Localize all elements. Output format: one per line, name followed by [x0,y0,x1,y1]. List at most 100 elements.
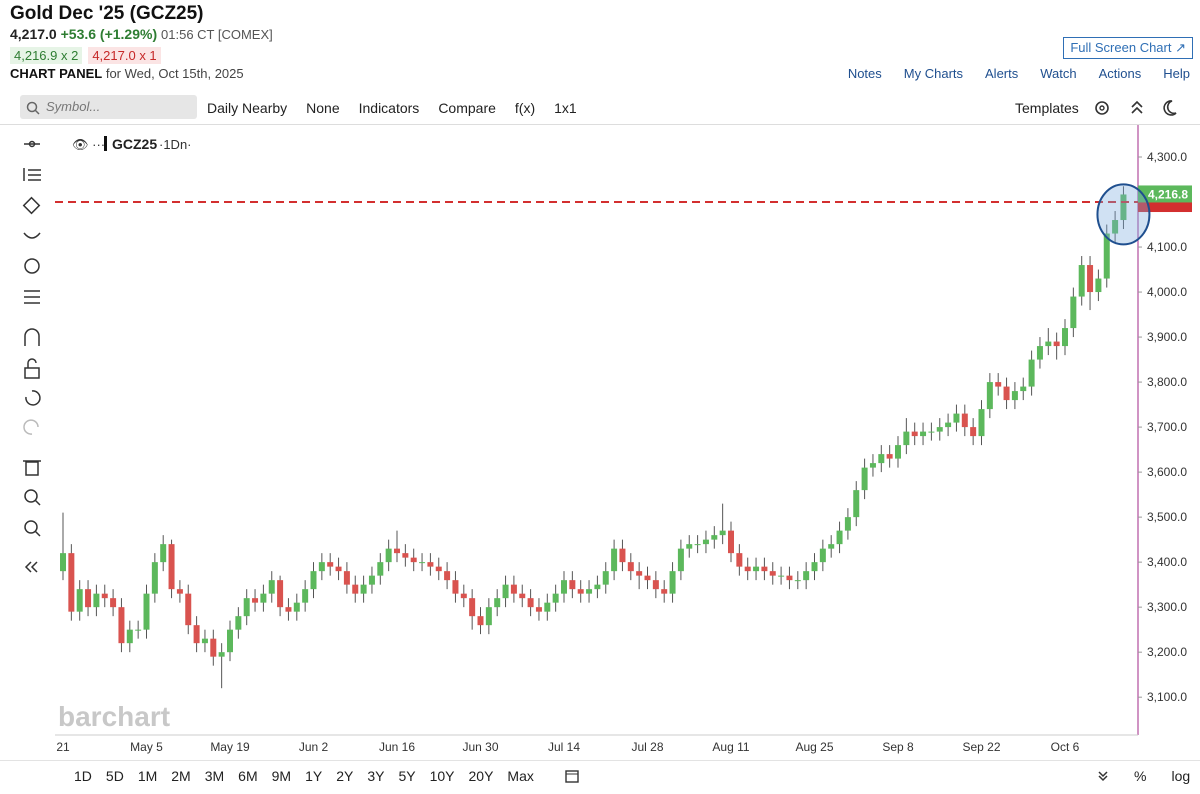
full-screen-button[interactable]: Full Screen Chart ↗ [1063,37,1193,59]
scale-option[interactable]: % [1134,768,1147,784]
candle-body [143,593,150,630]
last-price-label: 4,216.8 [1148,187,1188,201]
collapse-icon[interactable] [1097,770,1109,782]
toolbar-item[interactable]: Daily Nearby [207,100,288,116]
period-button[interactable]: 3Y [367,768,385,784]
candle-body [978,409,985,437]
candle-body [569,580,576,590]
templates-button[interactable]: Templates [1015,100,1079,116]
candle-body [260,593,267,603]
legend-marker [104,136,107,151]
candle-body [201,638,208,644]
candle-body [293,602,300,612]
candle-body [586,589,593,594]
period-button[interactable]: 1M [137,768,158,784]
toolbar-item[interactable]: Compare [438,100,496,116]
full-screen-label[interactable]: Full Screen Chart [1070,40,1172,55]
candle-body [736,553,743,567]
candle-body [728,530,734,554]
candle-body [552,593,559,603]
candle-body [302,589,309,603]
candle-body [1036,346,1043,360]
candle-body [235,616,242,630]
x-tick-label: Oct 6 [1051,740,1080,754]
candle-body [1112,220,1119,234]
candle-body [444,571,451,581]
toolbar-item[interactable]: Indicators [358,100,420,116]
toolbar-item[interactable]: 1x1 [554,100,577,116]
header-link[interactable]: My Charts [903,66,964,81]
candle-body [68,553,75,612]
candle-body [494,598,501,608]
period-button[interactable]: Max [507,768,534,784]
candle-body [519,593,526,599]
candle-body [410,557,417,563]
candle-body [636,571,643,576]
header-link[interactable]: Watch [1040,66,1077,81]
candle-body [252,598,259,603]
legend-eye: 👁 ··· [72,137,105,152]
candle-body [1028,359,1035,387]
scale-options: % log [1134,768,1190,784]
header-link[interactable]: Help [1163,66,1190,81]
candle-body [602,571,609,585]
period-button[interactable]: 1Y [305,768,323,784]
candle-body [1045,341,1052,347]
y-tick-label: 3,800.0 [1147,375,1187,389]
candle-body [1078,265,1085,297]
toolbar-item[interactable]: f(x) [514,100,536,116]
candle-body [360,584,367,594]
period-button[interactable]: 3M [204,768,225,784]
header-link[interactable]: Actions [1098,66,1142,81]
candle-body [193,625,200,644]
period-button[interactable]: 10Y [429,768,455,784]
candle-body [669,571,676,594]
candle-body [151,562,158,594]
period-button[interactable]: 2Y [336,768,354,784]
last-price-tag [1138,185,1192,203]
candle-body [869,463,876,468]
candle-body [277,580,284,608]
candle-body [886,454,893,459]
period-button[interactable]: 1D [74,768,92,784]
header-link[interactable]: Notes [847,66,882,81]
calendar-icon[interactable] [564,768,580,784]
header-link[interactable]: Alerts [985,66,1019,81]
candle-body [377,562,384,576]
y-tick-label: 3,700.0 [1147,420,1187,434]
candle-body [168,544,175,590]
period-button[interactable]: 9M [271,768,292,784]
candle-body [185,593,192,626]
toolbar-item[interactable]: None [306,100,340,116]
candle-body [611,548,618,572]
symbol-search[interactable]: Symbol... [20,95,197,119]
scale-option[interactable]: log [1171,768,1191,784]
candle-body [1087,265,1094,293]
candle-body [176,589,183,594]
period-button[interactable]: 5Y [398,768,416,784]
candle-body [1011,391,1018,401]
highlight-circle [1096,183,1151,246]
candle-body [452,580,459,594]
period-button[interactable]: 2M [171,768,191,784]
candle-body [686,544,693,549]
candle-body [1070,296,1077,329]
candle-body [469,598,476,617]
y-tick-label: 3,200.0 [1147,645,1187,659]
x-tick-label: Jul 14 [548,740,580,754]
period-button[interactable]: 5D [105,768,124,784]
x-tick-label: Sep 22 [962,740,1000,754]
panel-label: CHART PANEL [10,66,103,81]
candle-body [460,593,467,599]
period-button[interactable]: 6M [238,768,258,784]
candle-body [1003,386,1010,401]
candle-body [778,575,785,577]
header-links: Notes My Charts Alerts Watch Actions Help [848,66,1190,81]
candle-body [753,566,760,572]
watermark: barchart [58,701,170,732]
y-tick-label: 3,900.0 [1147,330,1187,344]
candle-body [1120,194,1127,221]
period-button[interactable]: 20Y [468,768,494,784]
change: +53.6 (+1.29%) [60,26,158,42]
